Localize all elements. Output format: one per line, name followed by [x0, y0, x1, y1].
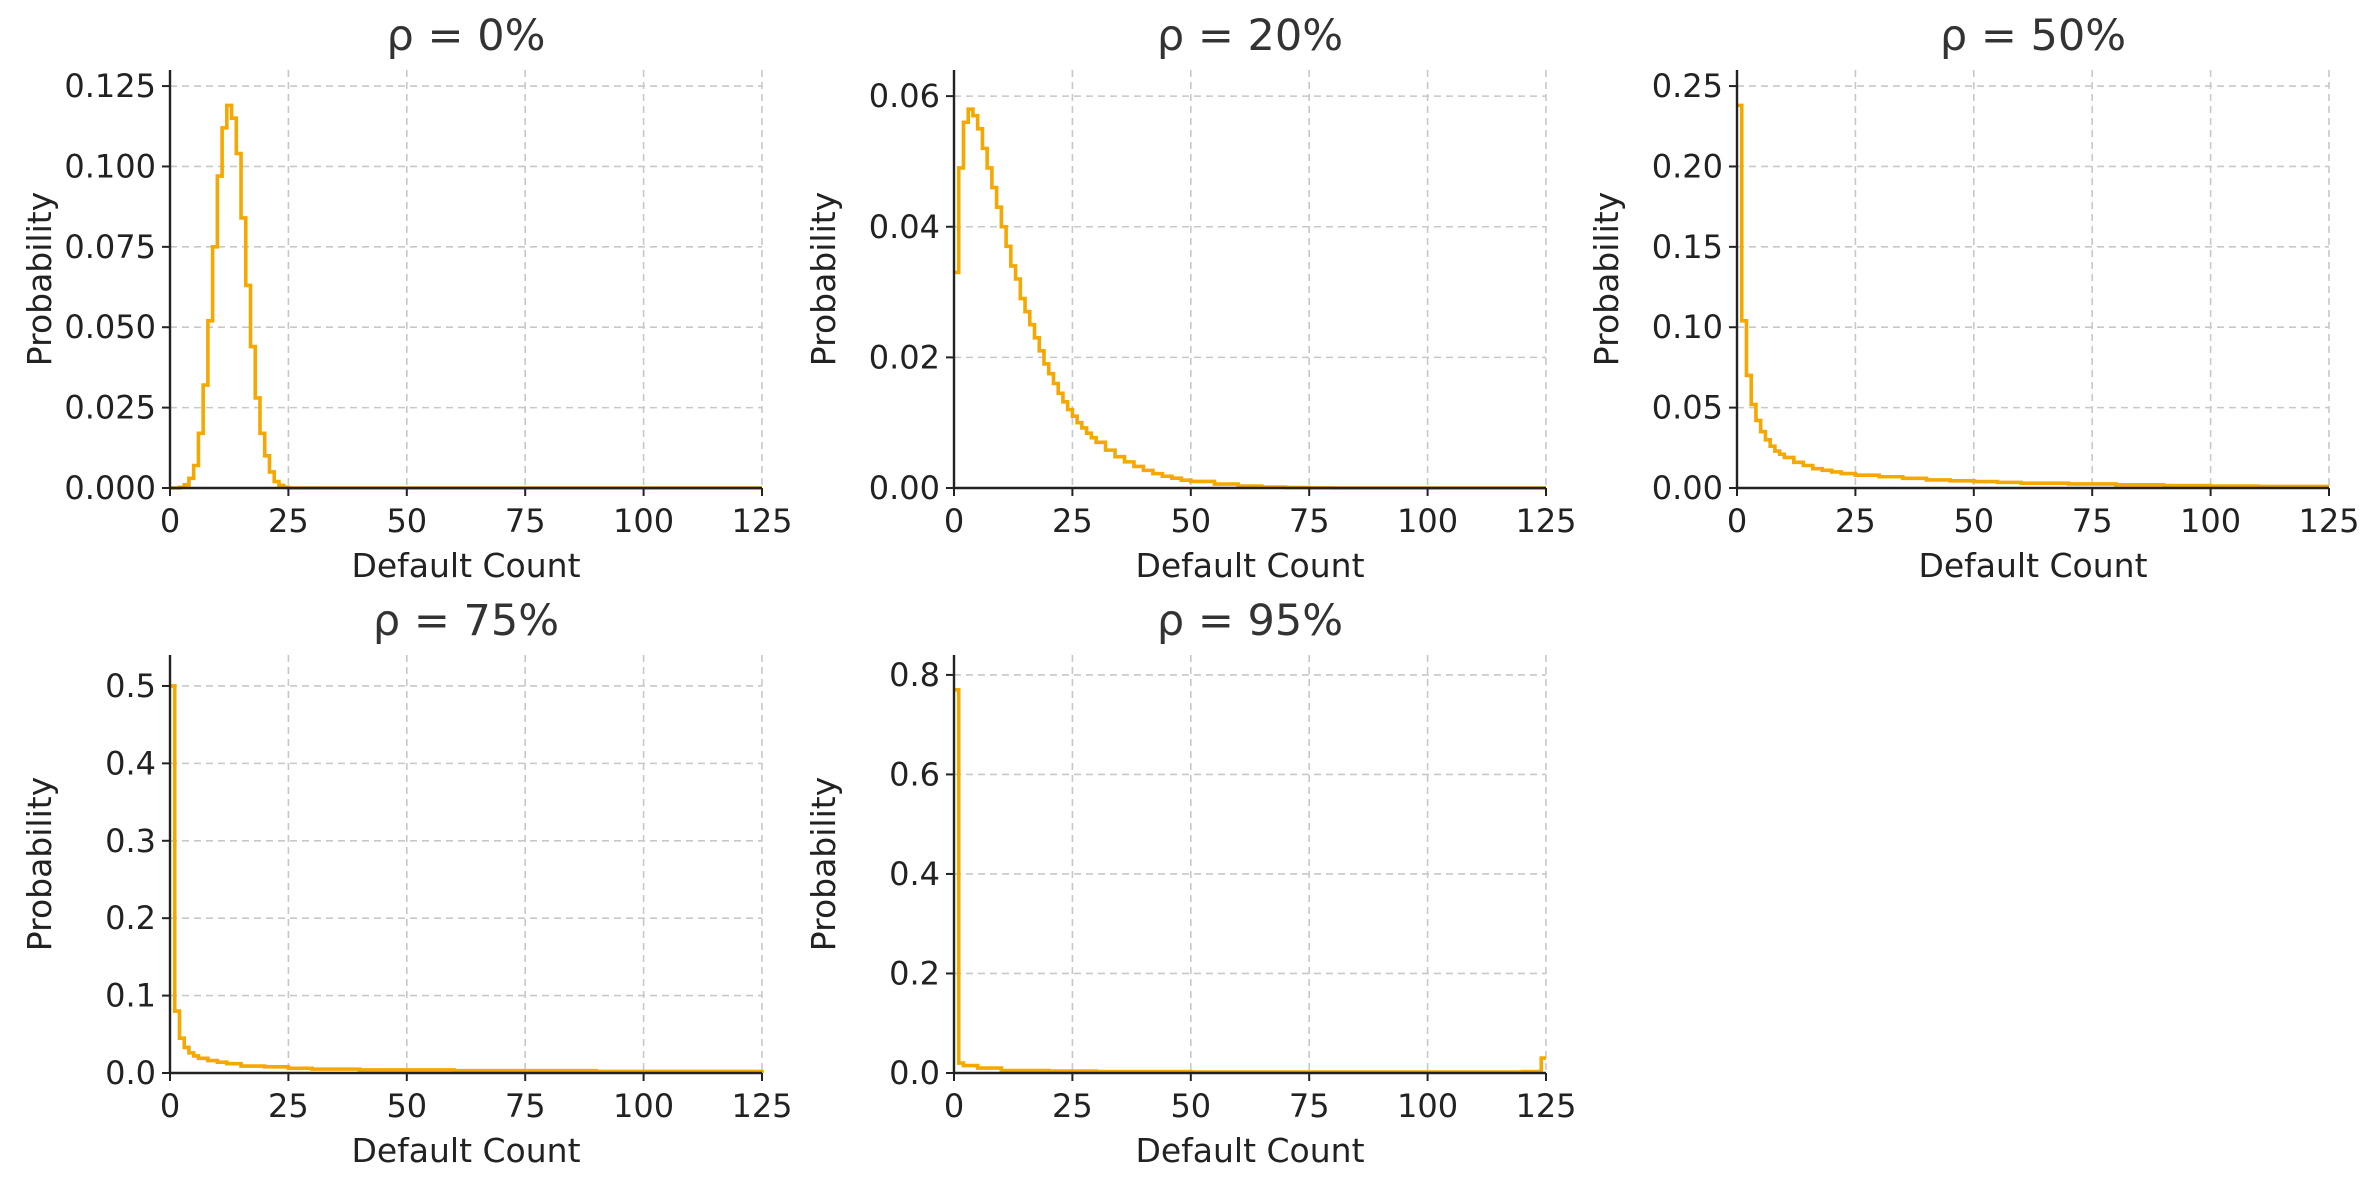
x-tick-label: 100	[2180, 502, 2241, 540]
y-axis-label: Probability	[804, 192, 843, 366]
y-tick-label: 0.000	[64, 469, 156, 507]
y-tick-label: 0.100	[64, 147, 156, 185]
x-tick-label: 75	[1289, 502, 1330, 540]
chart-title: ρ = 20%	[1157, 11, 1343, 61]
chart-panel-3: 0 25 50 75 100 125 0.00 0.05 0.10 0.15 0.20 0.25 ρ =…	[1587, 11, 2360, 585]
chart-panel-5: 0 25 50 75 100 125 0.0 0.2 0.4 0.6 0.8 ρ = 95% Defau…	[804, 596, 1577, 1170]
chart-title: ρ = 50%	[1940, 11, 2126, 61]
y-tick-label: 0.050	[64, 308, 156, 346]
chart-title: ρ = 75%	[373, 596, 559, 646]
y-tick-label: 0.25	[1652, 67, 1723, 105]
x-tick-label: 125	[1515, 1087, 1576, 1125]
y-tick-label: 0.2	[889, 954, 940, 992]
y-tick-label: 0.10	[1652, 308, 1723, 346]
x-tick-label: 25	[268, 502, 309, 540]
x-tick-label: 125	[731, 1087, 792, 1125]
y-axis-label: Probability	[1587, 192, 1626, 366]
y-tick-label: 0.00	[869, 469, 940, 507]
x-axis-label: Default Count	[1918, 546, 2147, 585]
chart-title: ρ = 95%	[1157, 596, 1343, 646]
x-tick-label: 0	[944, 502, 964, 540]
y-axis-label: Probability	[20, 192, 59, 366]
series-line-1	[954, 107, 1546, 490]
y-tick-label: 0.02	[869, 338, 940, 376]
y-tick-label: 0.025	[64, 389, 156, 427]
series-line-1	[170, 103, 762, 490]
y-tick-label: 0.0	[889, 1054, 940, 1092]
x-tick-label: 0	[160, 1087, 180, 1125]
y-tick-label: 0.4	[105, 744, 156, 782]
x-tick-label: 125	[731, 502, 792, 540]
y-tick-label: 0.8	[889, 656, 940, 694]
y-tick-label: 0.0	[105, 1054, 156, 1092]
x-tick-label: 50	[1170, 502, 1211, 540]
y-axis-label: Probability	[20, 777, 59, 951]
x-axis-label: Default Count	[1135, 1131, 1364, 1170]
x-tick-label: 75	[505, 1087, 546, 1125]
y-tick-label: 0.2	[105, 899, 156, 937]
x-tick-label: 25	[1052, 502, 1093, 540]
x-tick-label: 50	[1953, 502, 1994, 540]
x-tick-label: 0	[1727, 502, 1747, 540]
x-tick-label: 125	[1515, 502, 1576, 540]
x-tick-label: 100	[613, 502, 674, 540]
y-tick-label: 0.6	[889, 755, 940, 793]
x-tick-label: 0	[160, 502, 180, 540]
series-line-1	[170, 684, 764, 1074]
x-tick-label: 25	[1052, 1087, 1093, 1125]
y-tick-label: 0.4	[889, 855, 940, 893]
y-tick-label: 0.20	[1652, 147, 1723, 185]
x-tick-label: 75	[1289, 1087, 1330, 1125]
x-tick-label: 100	[1397, 502, 1458, 540]
x-axis-label: Default Count	[1135, 546, 1364, 585]
y-tick-label: 0.1	[105, 977, 156, 1015]
y-tick-label: 0.04	[869, 208, 940, 246]
y-tick-label: 0.5	[105, 667, 156, 705]
chart-title: ρ = 0%	[387, 11, 546, 61]
y-tick-label: 0.3	[105, 822, 156, 860]
x-tick-label: 100	[613, 1087, 674, 1125]
y-tick-label: 0.06	[869, 77, 940, 115]
x-tick-label: 100	[1397, 1087, 1458, 1125]
x-tick-label: 50	[386, 502, 427, 540]
x-axis-label: Default Count	[351, 1131, 580, 1170]
series-line-1	[1737, 103, 2329, 489]
x-axis-label: Default Count	[351, 546, 580, 585]
x-tick-label: 125	[2298, 502, 2359, 540]
x-tick-label: 50	[1170, 1087, 1211, 1125]
y-axis-label: Probability	[804, 777, 843, 951]
series-line-1	[954, 688, 1546, 1074]
x-tick-label: 75	[505, 502, 546, 540]
x-tick-label: 25	[1835, 502, 1876, 540]
chart-panel-1: 0 25 50 75 100 125 0.000 0.025 0.050 0.075 0.100 0.…	[20, 11, 793, 585]
x-tick-label: 25	[268, 1087, 309, 1125]
x-tick-label: 50	[386, 1087, 427, 1125]
x-tick-label: 0	[944, 1087, 964, 1125]
x-tick-label: 75	[2072, 502, 2113, 540]
chart-panel-4: 0 25 50 75 100 125 0.0 0.1 0.2 0.3 0.4 0.5 ρ = 75% De…	[20, 596, 793, 1170]
y-tick-label: 0.075	[64, 228, 156, 266]
y-tick-label: 0.05	[1652, 389, 1723, 427]
chart-panel-2: 0 25 50 75 100 125 0.00 0.02 0.04 0.06 ρ = 20% Defa…	[804, 11, 1577, 585]
y-tick-label: 0.125	[64, 67, 156, 105]
y-tick-label: 0.00	[1652, 469, 1723, 507]
y-tick-label: 0.15	[1652, 228, 1723, 266]
